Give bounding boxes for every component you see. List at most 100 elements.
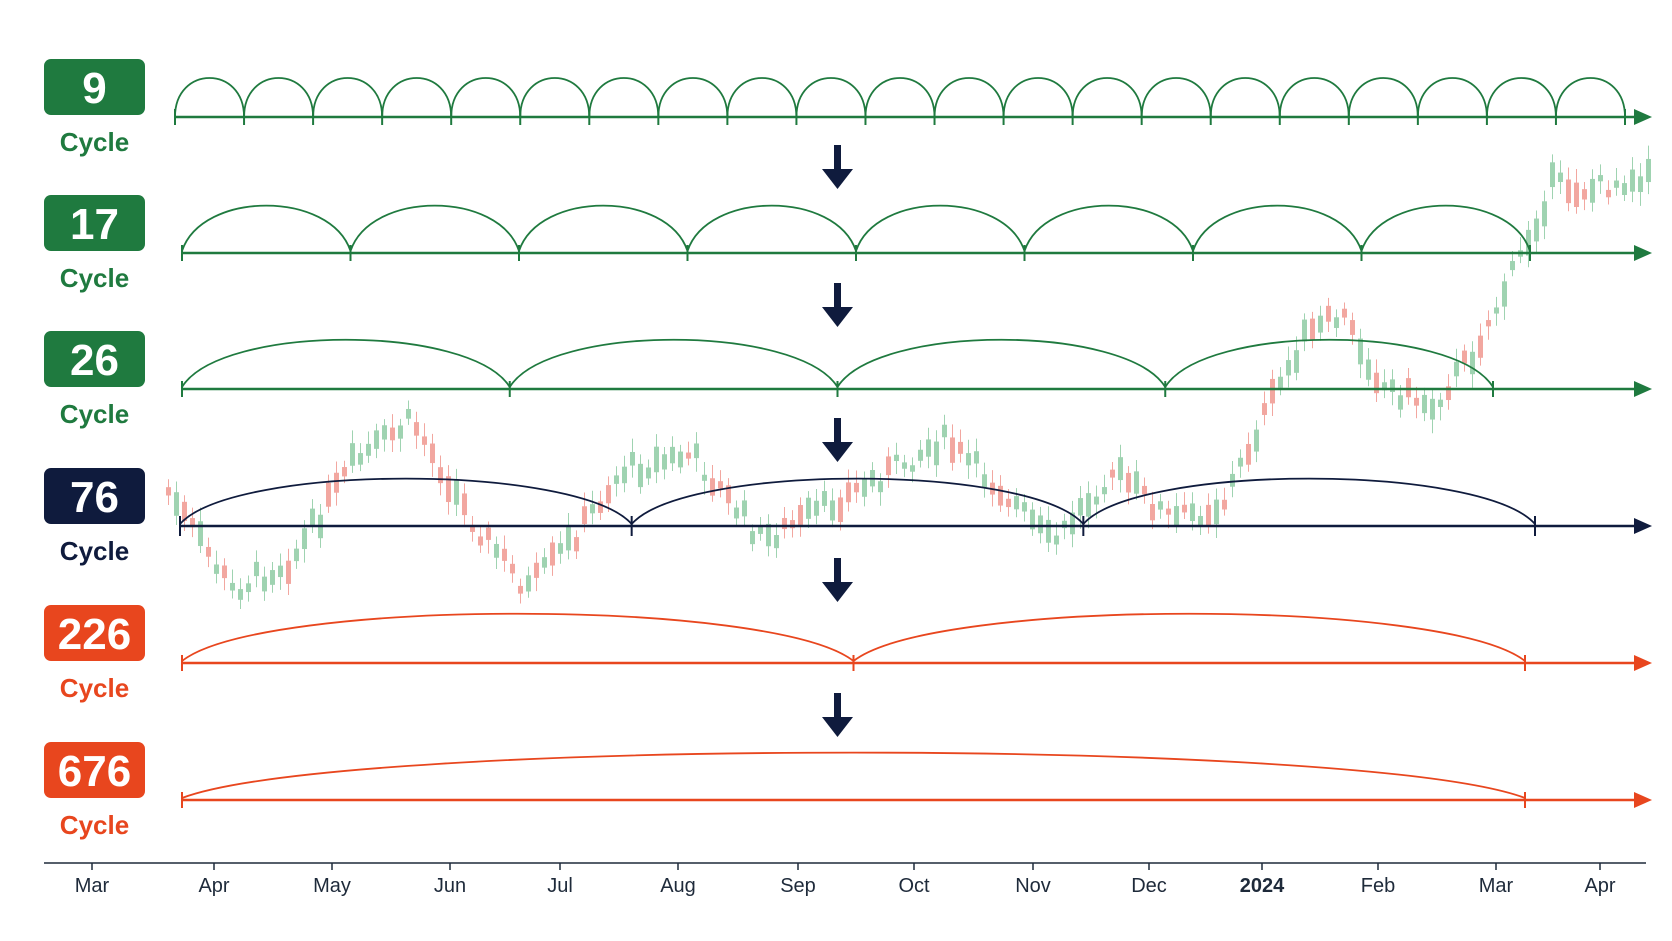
candle-body [262,576,267,592]
candle-body [630,451,635,466]
candle-body [910,465,915,472]
cycle-number: 226 [58,610,131,659]
candle-body [374,430,379,449]
cycle-number-badge [44,331,145,387]
cycle-number-badge [44,59,145,115]
candle-body [454,479,459,505]
candle-body [278,565,283,578]
cycle-row-676 [181,751,1652,808]
candle-body [1222,499,1227,510]
candle-body [1606,189,1611,198]
candle-body [1062,520,1067,529]
cycle-word: Cycle [60,263,129,293]
candle-body [270,570,275,585]
candle-body [750,531,755,545]
candle-body [390,427,395,441]
candle-body [1374,372,1379,394]
candle-body [350,443,355,466]
candle-body [1462,350,1467,364]
cycle-arch [1278,77,1350,118]
candle-body [510,563,515,574]
cycle-arch [1486,77,1557,118]
cycle-arch [795,77,867,118]
candle-body [822,491,827,506]
candle-body [1494,307,1499,314]
candle-body [286,560,291,584]
candle-body [334,472,339,493]
candle-body [1102,487,1107,495]
arrowhead-icon [1634,655,1652,671]
cycle-arch [933,77,1005,118]
candle-body [1286,360,1291,376]
candle-body [726,485,731,504]
arrowhead-icon [1634,792,1652,808]
candle-body [1542,201,1547,227]
candle-body [846,482,851,503]
candle-body [966,453,971,466]
candle-body [1638,176,1643,193]
candle-body [1646,158,1651,183]
candle-body [974,451,979,464]
candle-body [942,424,947,438]
cycle-arch [243,77,314,118]
candle-body [614,475,619,484]
candle-body [174,492,179,516]
candle-body [566,526,571,551]
cycle-number-badge [44,605,145,661]
candle-body [534,562,539,578]
candle-body [1590,178,1595,203]
candle-body [526,575,531,592]
candle-body [830,500,835,521]
candle-body [1206,504,1211,527]
month-label: 2024 [1240,875,1285,897]
candle-body [982,474,987,488]
candle-body [742,500,747,517]
candle-body [838,497,843,523]
candle-body [406,408,411,419]
candle-body [894,454,899,462]
candle-body [414,422,419,436]
candle-body [702,474,707,481]
candle-body [1398,395,1403,410]
candle-body [1070,512,1075,535]
cycle-arch [1209,77,1281,118]
cycle-number-badge [44,195,145,251]
cycle-number: 17 [70,200,119,249]
candle-body [622,466,627,484]
candle-body [862,478,867,497]
candle-body [1262,403,1267,415]
month-label: Jul [547,875,573,897]
candle-body [902,462,907,469]
candle-body [1486,320,1491,327]
cycle-word: Cycle [60,810,129,840]
candle-body [1358,338,1363,365]
candle-body [1446,386,1451,401]
candle-body [430,443,435,464]
cycle-arch [657,77,729,118]
cycle-arch [864,77,936,118]
cycle-arch [852,612,1526,662]
candle-body [926,439,931,457]
candle-body [886,456,891,476]
month-label: Apr [198,875,229,897]
candle-body [1614,180,1619,188]
arrowhead-icon [1634,245,1652,261]
cycle-row-76 [179,477,1652,536]
cycle-word: Cycle [60,399,129,429]
cycle-arch [630,477,1084,525]
cycle-transition-arrows [822,145,853,737]
candle-body [958,441,963,454]
cycle-row-226 [181,612,1652,671]
candle-body [1150,504,1155,521]
cycle-label-17: 17 Cycle [44,195,145,293]
month-label: Dec [1131,875,1167,897]
cycle-arch [450,77,522,118]
candle-body [542,557,547,568]
candle-body [294,548,299,562]
cycle-word: Cycle [60,673,129,703]
cycle-rows [174,77,1652,808]
cycle-arch [1140,77,1212,118]
candle-body [1510,261,1515,271]
candle-body [166,487,171,496]
